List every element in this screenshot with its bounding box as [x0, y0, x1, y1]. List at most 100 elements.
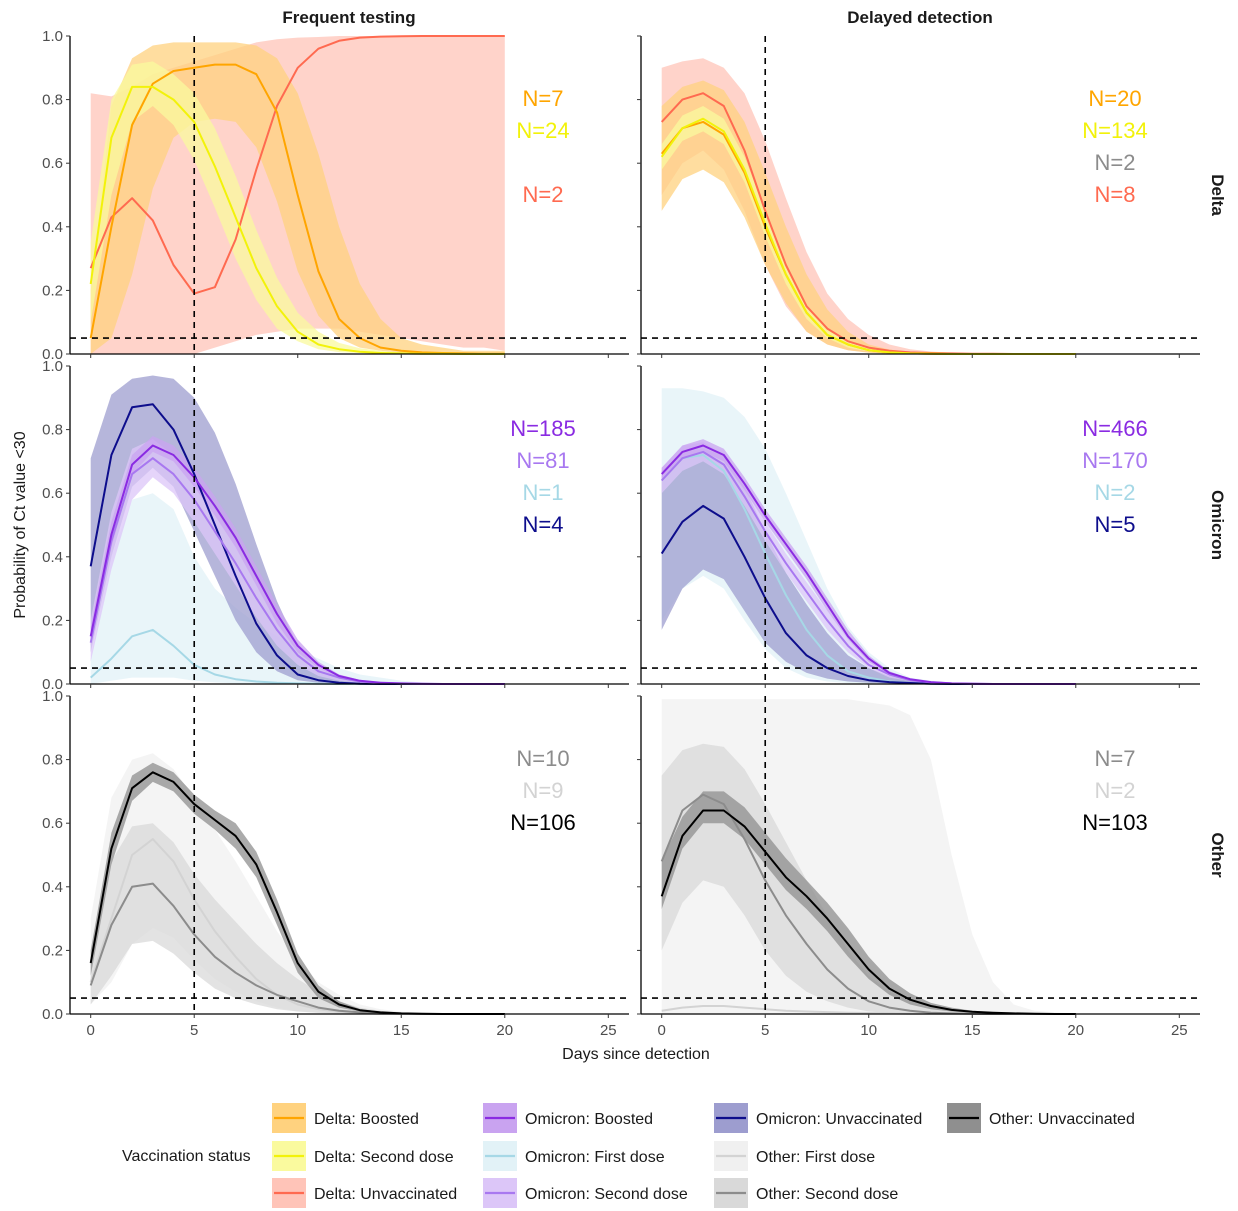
- legend-label: Other: First dose: [756, 1149, 875, 1166]
- legend-label: Other: Second dose: [756, 1186, 898, 1203]
- x-tick-label: 15: [964, 1022, 981, 1039]
- col-title-frequent-testing: Frequent testing: [282, 8, 415, 27]
- n-label: N=466: [1082, 416, 1147, 441]
- y-axis-title: Probability of Ct value <30: [12, 431, 29, 618]
- legend-label: Omicron: Boosted: [525, 1111, 653, 1128]
- col-title-delayed-detection: Delayed detection: [847, 8, 993, 27]
- x-tick-label: 0: [658, 1022, 666, 1039]
- ribbon-om-first: [90, 493, 505, 684]
- y-tick-label: 0.2: [42, 282, 63, 299]
- n-label: N=185: [510, 416, 575, 441]
- y-tick-label: 0.4: [42, 219, 63, 236]
- y-tick-label: 0.6: [42, 155, 63, 172]
- x-tick-label: 5: [190, 1022, 198, 1039]
- ribbon-oth-second: [90, 823, 505, 1014]
- x-tick-label: 20: [496, 1022, 513, 1039]
- legend-item-delta-second: Delta: Second dose: [272, 1141, 454, 1171]
- legend-title: Vaccination status: [122, 1148, 251, 1165]
- legend-item-om-boosted: Omicron: Boosted: [483, 1103, 653, 1133]
- plot-area: [89, 753, 505, 1015]
- panel-delta-frequent: 0.0 0.2 0.4 0.6 0.8 1.0 N=7 N=24 N=2: [42, 28, 629, 363]
- n-label: N=170: [1082, 448, 1147, 473]
- n-label: N=4: [523, 512, 564, 537]
- y-tick-label: 1.0: [42, 688, 63, 705]
- y-tick-label: 0.0: [42, 1006, 63, 1023]
- legend-label: Delta: Boosted: [314, 1111, 419, 1128]
- y-tick-label: 0.4: [42, 549, 63, 566]
- legend-item-oth-unvax: Other: Unvaccinated: [947, 1103, 1135, 1133]
- n-label: N=7: [1095, 746, 1136, 771]
- n-label: N=24: [516, 118, 569, 143]
- n-label: N=134: [1082, 118, 1147, 143]
- legend-item-oth-second: Other: Second dose: [714, 1178, 898, 1208]
- legend-label: Delta: Unvaccinated: [314, 1186, 457, 1203]
- n-label: N=7: [523, 86, 564, 111]
- y-tick-label: 0.8: [42, 752, 63, 769]
- plot-area: [660, 699, 1076, 1015]
- y-tick-label: 0.6: [42, 485, 63, 502]
- plot-area: [660, 388, 1076, 685]
- row-title-omicron: Omicron: [1208, 490, 1227, 560]
- legend-label: Omicron: Unvaccinated: [756, 1111, 922, 1128]
- y-tick-label: 1.0: [42, 28, 63, 45]
- panel-other-frequent: 0.0 0.2 0.4 0.6 0.8 1.0 0 5 10 15 20 25 N=10 N=9 N=106: [42, 688, 629, 1039]
- n-label: N=2: [523, 182, 564, 207]
- ribbon-oth-unvax: [661, 791, 1076, 1014]
- n-label: N=9: [523, 778, 564, 803]
- y-tick-label: 0.6: [42, 815, 63, 832]
- legend-item-delta-unvax: Delta: Unvaccinated: [272, 1178, 457, 1208]
- plot-area: [89, 375, 505, 685]
- panels: 0.0 0.2 0.4 0.6 0.8 1.0 N=7 N=24 N=2 N=2 0 N=134 N=2…: [42, 28, 1200, 1039]
- x-tick-label: 5: [761, 1022, 769, 1039]
- ribbon-om-boosted: [90, 436, 505, 684]
- x-tick-label: 10: [860, 1022, 877, 1039]
- x-tick-label: 15: [393, 1022, 410, 1039]
- n-label: N=2: [1095, 778, 1136, 803]
- n-label: N=8: [1095, 182, 1136, 207]
- panel-omicron-frequent: 0.0 0.2 0.4 0.6 0.8 1.0 N=185 N=81 N=1 N=4: [42, 358, 629, 693]
- plot-area: [660, 58, 1076, 355]
- legend-item-delta-boosted: Delta: Boosted: [272, 1103, 419, 1133]
- ribbon-delta-second: [661, 106, 1076, 354]
- x-tick-label: 25: [600, 1022, 617, 1039]
- legend-item-om-first: Omicron: First dose: [483, 1141, 665, 1171]
- legend-item-oth-first: Other: First dose: [714, 1141, 875, 1171]
- x-tick-label: 10: [289, 1022, 306, 1039]
- n-label: N=81: [516, 448, 569, 473]
- ribbon-delta-second: [90, 61, 505, 355]
- n-label: N=1: [523, 480, 564, 505]
- y-tick-label: 0.0: [42, 676, 63, 693]
- x-tick-label: 25: [1171, 1022, 1188, 1039]
- x-tick-label: 0: [87, 1022, 95, 1039]
- row-title-delta: Delta: [1208, 174, 1227, 216]
- n-label: N=106: [510, 810, 575, 835]
- panel-omicron-delayed: N=466 N=170 N=2 N=5: [637, 365, 1200, 688]
- x-axis-title: Days since detection: [562, 1046, 710, 1063]
- row-title-other: Other: [1208, 832, 1227, 878]
- x-tick-label: 20: [1067, 1022, 1084, 1039]
- n-label: N=103: [1082, 810, 1147, 835]
- y-tick-label: 0.2: [42, 942, 63, 959]
- y-tick-label: 0.8: [42, 422, 63, 439]
- line-delta-unvax: [89, 35, 505, 295]
- legend-label: Delta: Second dose: [314, 1149, 454, 1166]
- legend-label: Other: Unvaccinated: [989, 1111, 1135, 1128]
- y-tick-label: 0.8: [42, 92, 63, 109]
- line-oth-unvax: [660, 809, 1076, 1015]
- legend-label: Omicron: Second dose: [525, 1186, 688, 1203]
- y-tick-label: 0.0: [42, 346, 63, 363]
- y-tick-label: 0.2: [42, 612, 63, 629]
- ribbon-om-unvax: [661, 448, 1076, 684]
- n-label: N=5: [1095, 512, 1136, 537]
- n-label: N=2: [1095, 480, 1136, 505]
- n-label: N=2: [1095, 150, 1136, 175]
- y-tick-label: 1.0: [42, 358, 63, 375]
- y-tick-label: 0.4: [42, 879, 63, 896]
- panel-other-delayed: 0 5 10 15 20 25 N=7 N=2 N=103: [637, 695, 1200, 1039]
- legend-item-om-second: Omicron: Second dose: [483, 1178, 688, 1208]
- plot-area: [89, 35, 505, 355]
- ribbon-om-unvax: [90, 375, 505, 684]
- legend: Vaccination status Delta: Boosted Delta: …: [122, 1103, 1135, 1208]
- n-label: N=10: [516, 746, 569, 771]
